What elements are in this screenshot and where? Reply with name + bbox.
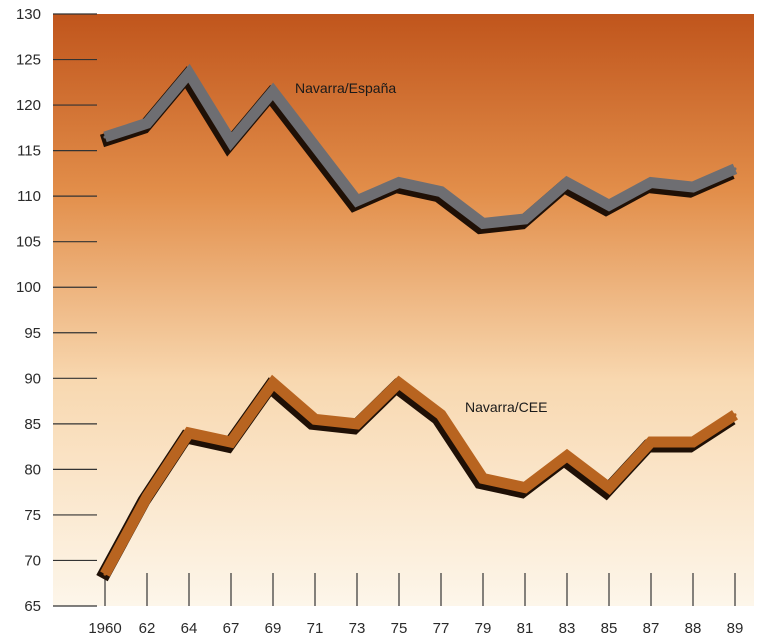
x-tick-label: 85 <box>601 620 618 637</box>
x-tick-label: 62 <box>139 620 156 637</box>
data-point <box>397 381 401 385</box>
data-point <box>733 413 737 417</box>
data-point <box>649 440 653 444</box>
data-point <box>691 440 695 444</box>
y-tick-label: 70 <box>24 552 41 569</box>
y-tick-label: 90 <box>24 370 41 387</box>
series-lines <box>96 63 738 582</box>
x-tick-label: 79 <box>475 620 492 637</box>
data-point <box>103 135 107 139</box>
x-tick-label: 64 <box>181 620 198 637</box>
data-point <box>187 71 191 75</box>
x-tick-label: 77 <box>433 620 450 637</box>
y-tick-label: 75 <box>24 507 41 524</box>
data-point <box>397 180 401 184</box>
data-point <box>649 180 653 184</box>
x-tick-label: 88 <box>685 620 702 637</box>
data-point <box>565 180 569 184</box>
x-tick-label: 71 <box>307 620 324 637</box>
y-tick-label: 110 <box>17 188 41 205</box>
data-point <box>229 440 233 444</box>
data-point <box>439 413 443 417</box>
data-point <box>271 381 275 385</box>
data-point <box>313 144 317 148</box>
data-point <box>313 417 317 421</box>
y-axis: 65 70 75 80 85 90 95 100 105 110 115 120 125 130 <box>16 6 97 615</box>
y-tick-label: 85 <box>24 416 41 433</box>
plot-background <box>53 14 754 606</box>
data-point <box>145 495 149 499</box>
series-label-navarra-espana: Navarra/España <box>295 80 396 96</box>
y-tick-label: 125 <box>16 52 41 69</box>
data-point <box>733 167 737 171</box>
x-tick-label: 75 <box>391 620 408 637</box>
data-point <box>355 422 359 426</box>
series-line-1 <box>100 374 738 577</box>
y-tick-label: 130 <box>16 6 41 23</box>
y-tick-label: 65 <box>24 598 41 615</box>
x-tick-label: 67 <box>223 620 240 637</box>
data-point <box>187 431 191 435</box>
data-point <box>607 486 611 490</box>
data-point <box>355 199 359 203</box>
x-tick-label: 1960 <box>88 620 121 637</box>
data-point <box>523 486 527 490</box>
data-point <box>691 185 695 189</box>
data-point <box>565 454 569 458</box>
y-tick-label: 115 <box>17 143 41 160</box>
data-point <box>481 221 485 225</box>
y-tick-label: 100 <box>16 279 41 296</box>
data-point <box>271 89 275 93</box>
x-tick-label: 69 <box>265 620 282 637</box>
x-tick-label: 89 <box>727 620 744 637</box>
data-point <box>229 140 233 144</box>
data-point <box>145 121 149 125</box>
data-point <box>481 476 485 480</box>
data-point <box>523 217 527 221</box>
series-line-0 <box>103 63 738 230</box>
y-tick-label: 105 <box>16 234 41 251</box>
x-axis: 1960 62 64 67 69 71 73 75 77 79 81 83 85 87 88 89 <box>88 573 743 637</box>
data-point <box>607 203 611 207</box>
y-tick-label: 120 <box>16 97 41 114</box>
y-tick-label: 80 <box>24 461 41 478</box>
x-tick-label: 81 <box>517 620 534 637</box>
data-point <box>439 190 443 194</box>
x-tick-label: 73 <box>349 620 366 637</box>
y-tick-label: 95 <box>24 325 41 342</box>
series-label-navarra-cee: Navarra/CEE <box>465 399 547 415</box>
x-tick-label: 83 <box>559 620 576 637</box>
data-point <box>103 572 107 576</box>
x-tick-label: 87 <box>643 620 660 637</box>
